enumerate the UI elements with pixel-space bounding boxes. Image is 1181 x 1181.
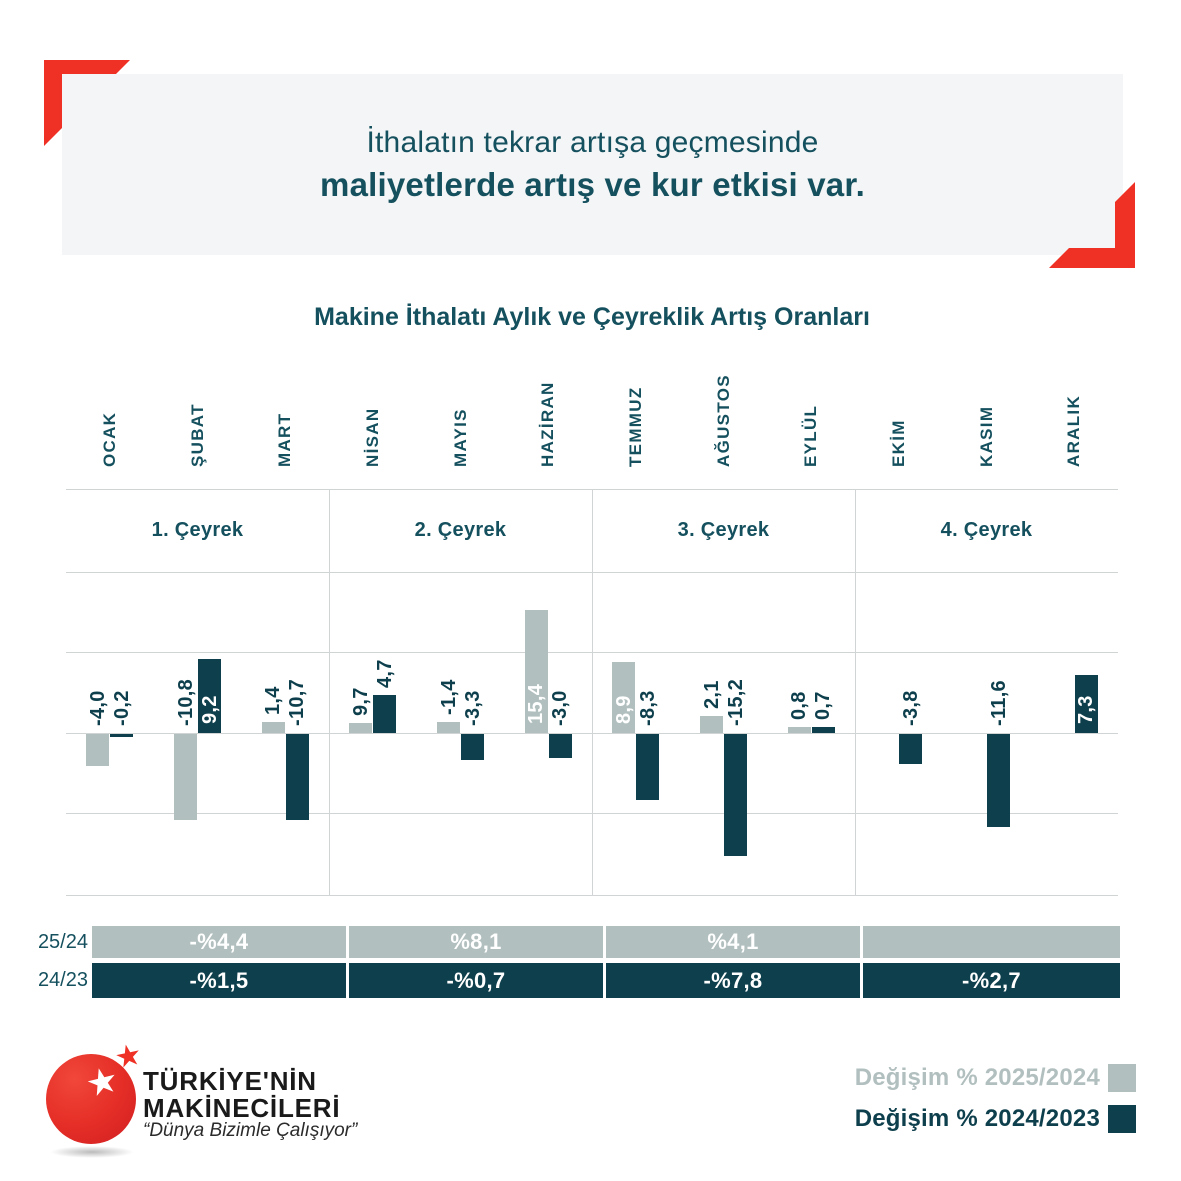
bar-mayis-2024-2023	[461, 734, 484, 761]
header-title-line2: maliyetlerde artış ve kur etkisi var.	[320, 165, 865, 203]
table-cell: -%7,8	[606, 963, 863, 998]
bar-hazi̇ran-2024-2023	[548, 734, 572, 758]
bar-value-label: 8,9	[612, 695, 635, 724]
bar-ni̇san-2024-2023	[373, 695, 397, 733]
quarter-divider	[592, 489, 593, 895]
bar-mart-2025-2024	[261, 721, 285, 733]
bar-value-label: 2,1	[700, 680, 723, 710]
bar-mayis-2025-2024	[437, 721, 460, 733]
logo-slogan: “Dünya Bizimle Çalışıyor”	[143, 1120, 358, 1141]
table-row-label: 24/23	[37, 969, 88, 991]
bar-value-label: 15,4	[525, 683, 548, 724]
bar-value-label: -0,2	[110, 690, 133, 726]
bar-value-label: 7,3	[1075, 695, 1098, 724]
month-label-aralik: ARALIK	[1064, 394, 1084, 467]
quarter-label: 2. Çeyrek	[414, 519, 507, 541]
table-row: -%4,4 %8,1 %4,1	[92, 926, 1120, 958]
bar-value-label: -10,7	[286, 678, 309, 726]
bar-value-label: -3,0	[549, 690, 572, 726]
chart-title: Makine İthalatı Aylık ve Çeyreklik Artış…	[314, 303, 870, 331]
table-row: -%1,5 -%0,7 -%7,8 -%2,7	[92, 963, 1120, 998]
bar-aralik-2024-2023	[1074, 674, 1098, 733]
bar-value-label: -15,2	[724, 678, 747, 726]
month-label-mart: MART	[275, 412, 295, 467]
bar-value-label: 4,7	[373, 659, 396, 689]
bar-eylül-2025-2024	[787, 726, 811, 733]
gridline	[66, 895, 1118, 896]
bar-ağustos-2024-2023	[724, 734, 747, 856]
table-row-label: 25/24	[37, 931, 88, 953]
table-cell: -%1,5	[92, 963, 349, 998]
star-icon: ★	[111, 1037, 145, 1076]
quarter-label: 4. Çeyrek	[940, 519, 1033, 541]
header-title-line1: İthalatın tekrar artışa geçmesinde	[366, 125, 819, 159]
table-cell: %4,1	[606, 926, 863, 958]
month-label-ağustos: AĞUSTOS	[713, 374, 733, 467]
bar-eki̇m-2024-2023	[899, 734, 923, 765]
logo-shadow	[50, 1146, 134, 1158]
bar-ağustos-2025-2024	[700, 716, 723, 733]
month-label-şubat: ŞUBAT	[187, 403, 207, 467]
table-cell: -%2,7	[863, 963, 1120, 998]
legend-swatch	[1108, 1105, 1136, 1133]
month-label-eki̇m: EKİM	[888, 419, 908, 467]
bar-kasim-2024-2023	[987, 734, 1010, 827]
quarter-divider	[329, 489, 330, 895]
month-label-ni̇san: NİSAN	[362, 407, 382, 467]
bar-value-label: -4,0	[86, 690, 109, 726]
bar-ocak-2025-2024	[86, 734, 110, 766]
bar-mart-2024-2023	[285, 734, 309, 820]
legend-label: Değişim % 2024/2023	[854, 1105, 1100, 1132]
bar-value-label: 9,2	[198, 695, 221, 724]
bar-şubat-2024-2023	[198, 659, 221, 733]
table-cell	[863, 926, 1120, 958]
legend-swatch	[1108, 1064, 1136, 1092]
bar-value-label: -1,4	[437, 679, 460, 715]
month-label-ocak: OCAK	[99, 411, 119, 467]
month-label-hazi̇ran: HAZİRAN	[538, 381, 558, 467]
table-cell: -%4,4	[92, 926, 349, 958]
logo-wordmark-line2: MAKİNECİLERİ	[143, 1093, 341, 1123]
bar-şubat-2025-2024	[174, 734, 197, 821]
bar-value-label: 0,8	[788, 690, 811, 720]
month-label-eylül: EYLÜL	[801, 404, 821, 467]
month-label-mayis: MAYIS	[450, 408, 470, 467]
quarter-divider	[855, 489, 856, 895]
bar-ocak-2024-2023	[110, 734, 134, 737]
month-label-kasim: KASIM	[976, 405, 996, 467]
bar-value-label: -3,3	[461, 690, 484, 726]
bar-value-label: 9,7	[349, 687, 372, 717]
bar-value-label: 1,4	[262, 686, 285, 715]
bar-temmuz-2024-2023	[636, 734, 660, 801]
bar-eylül-2024-2023	[811, 727, 835, 733]
bar-value-label: 0,7	[812, 691, 835, 721]
table-cell: %8,1	[349, 926, 606, 958]
bar-ni̇san-2025-2024	[349, 723, 373, 733]
bar-value-label: -11,6	[987, 680, 1010, 726]
logo-red-globe	[46, 1054, 136, 1144]
logo-wordmark-line1: TÜRKİYE'NİN	[143, 1066, 317, 1096]
table-cell: -%0,7	[349, 963, 606, 998]
legend-label: Değişim % 2025/2024	[854, 1064, 1100, 1091]
bar-value-label: -10,8	[174, 678, 197, 726]
bar-temmuz-2025-2024	[612, 661, 636, 733]
quarter-label: 3. Çeyrek	[677, 519, 770, 541]
bar-hazi̇ran-2025-2024	[524, 609, 548, 733]
quarter-label: 1. Çeyrek	[151, 519, 244, 541]
header-banner: İthalatın tekrar artışa geçmesinde maliy…	[62, 74, 1123, 255]
month-label-temmuz: TEMMUZ	[625, 386, 645, 467]
bar-value-label: -8,3	[636, 690, 659, 726]
bar-value-label: -3,8	[899, 690, 922, 726]
